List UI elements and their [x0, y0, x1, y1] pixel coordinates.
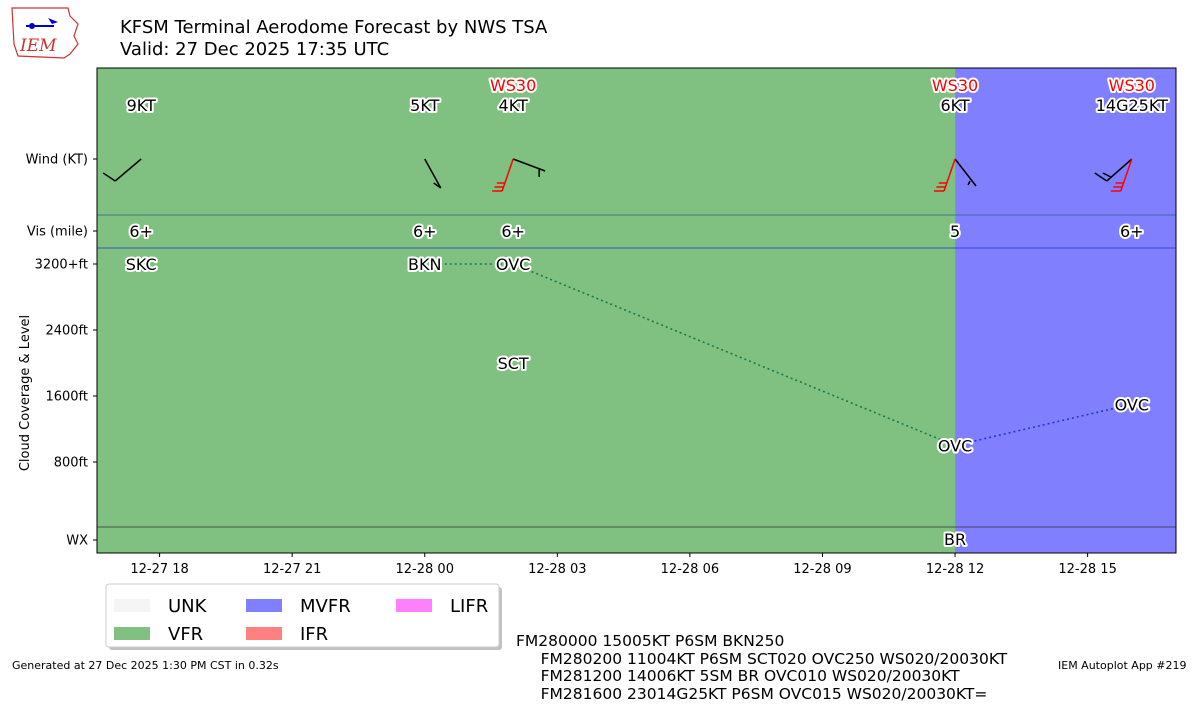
wind-row-label: Wind (KT)	[26, 153, 88, 168]
wind-barb-icon	[492, 158, 546, 192]
cloud-cover-label: OVC	[938, 437, 972, 456]
legend-swatch	[114, 599, 150, 612]
wind-barb-icon	[424, 158, 442, 189]
cloud-cover-label: SKC	[126, 255, 157, 274]
cloud-cover-label: OVC	[1115, 395, 1149, 414]
flight-category-band	[955, 68, 1176, 553]
x-tick-label: 12-28 12	[926, 562, 984, 577]
cloud-cover-label: BKN	[408, 255, 441, 274]
taf-chart: Wind (KT) Vis (mile) WX 800ft 1600ft 2400ft 32…	[18, 67, 1177, 577]
visibility-label: 6+	[413, 222, 437, 241]
wx-row-label: WX	[66, 534, 88, 549]
visibility-label: 6+	[129, 222, 153, 241]
visibility-label: 5	[950, 222, 960, 241]
wind-barb-icon	[102, 158, 142, 182]
visibility-label: 6+	[501, 222, 525, 241]
taf-text: FM280000 15005KT P6SM BKN250 FM280200 11…	[516, 598, 1007, 721]
x-tick-label: 12-28 15	[1058, 562, 1116, 577]
chart-title: KFSM Terminal Aerodome Forecast by NWS T…	[120, 17, 548, 60]
wind-shear-label: WS30	[932, 76, 978, 95]
app-label: IEM Autoplot App #219	[1058, 659, 1187, 672]
legend-label: VFR	[168, 624, 203, 645]
legend-label: UNK	[168, 596, 208, 617]
taf-line: FM280000 15005KT P6SM BKN250	[516, 632, 785, 650]
legend-swatch	[396, 599, 432, 612]
generated-note: Generated at 27 Dec 2025 1:30 PM CST in …	[12, 659, 279, 672]
y-tick-label: 1600ft	[45, 390, 88, 405]
wind-speed-label: 6KT	[940, 96, 969, 115]
x-tick-label: 12-28 03	[528, 562, 586, 577]
wind-speed-label: 14G25KT	[1096, 96, 1168, 115]
y-axis-label: Cloud Coverage & Level	[18, 315, 33, 471]
cloud-cover-label: SCT	[498, 354, 529, 373]
y-tick-label: 800ft	[54, 456, 88, 471]
x-tick-label: 12-27 21	[263, 562, 321, 577]
legend-label: MVFR	[300, 596, 351, 617]
plot-frame	[96, 67, 1177, 554]
legend: UNK VFR MVFR IFR LIFR	[105, 583, 502, 650]
legend-swatch	[246, 599, 282, 612]
cloud-cover-label: OVC	[496, 255, 530, 274]
legend-swatch	[246, 627, 282, 640]
taf-line: FM280200 11004KT P6SM SCT020 OVC250 WS02…	[516, 649, 1008, 668]
x-tick-label: 12-28 06	[661, 562, 719, 577]
flight-category-band	[97, 68, 956, 553]
wind-shear-label: WS30	[490, 76, 536, 95]
taf-line: FM281200 14006KT 5SM BR OVC010 WS020/200…	[516, 667, 960, 685]
svg-text:IEM: IEM	[19, 36, 57, 56]
visibility-label: 6+	[1120, 222, 1144, 241]
wind-shear-label: WS30	[1109, 76, 1155, 95]
legend-label: IFR	[300, 624, 328, 645]
wind-barb-icon	[934, 158, 977, 192]
legend-label: LIFR	[450, 596, 488, 617]
x-tick-label: 12-28 00	[396, 562, 454, 577]
x-tick-label: 12-28 09	[793, 562, 851, 577]
wind-speed-label: 9KT	[127, 96, 156, 115]
wind-speed-label: 4KT	[499, 96, 528, 115]
wind-barb-icon	[1094, 158, 1133, 192]
wind-speed-label: 5KT	[410, 96, 439, 115]
weather-label: BR	[944, 530, 966, 549]
taf-line: FM281600 23014G25KT P6SM OVC015 WS020/20…	[516, 684, 988, 703]
iem-logo: IEM	[11, 7, 79, 59]
y-tick-label: 3200+ft	[35, 258, 88, 273]
ceiling-line-segment	[954, 403, 1132, 447]
y-tick-label: 2400ft	[45, 324, 88, 339]
vis-row-label: Vis (mile)	[27, 225, 88, 240]
x-tick-label: 12-27 18	[130, 562, 188, 577]
legend-swatch	[114, 627, 150, 640]
